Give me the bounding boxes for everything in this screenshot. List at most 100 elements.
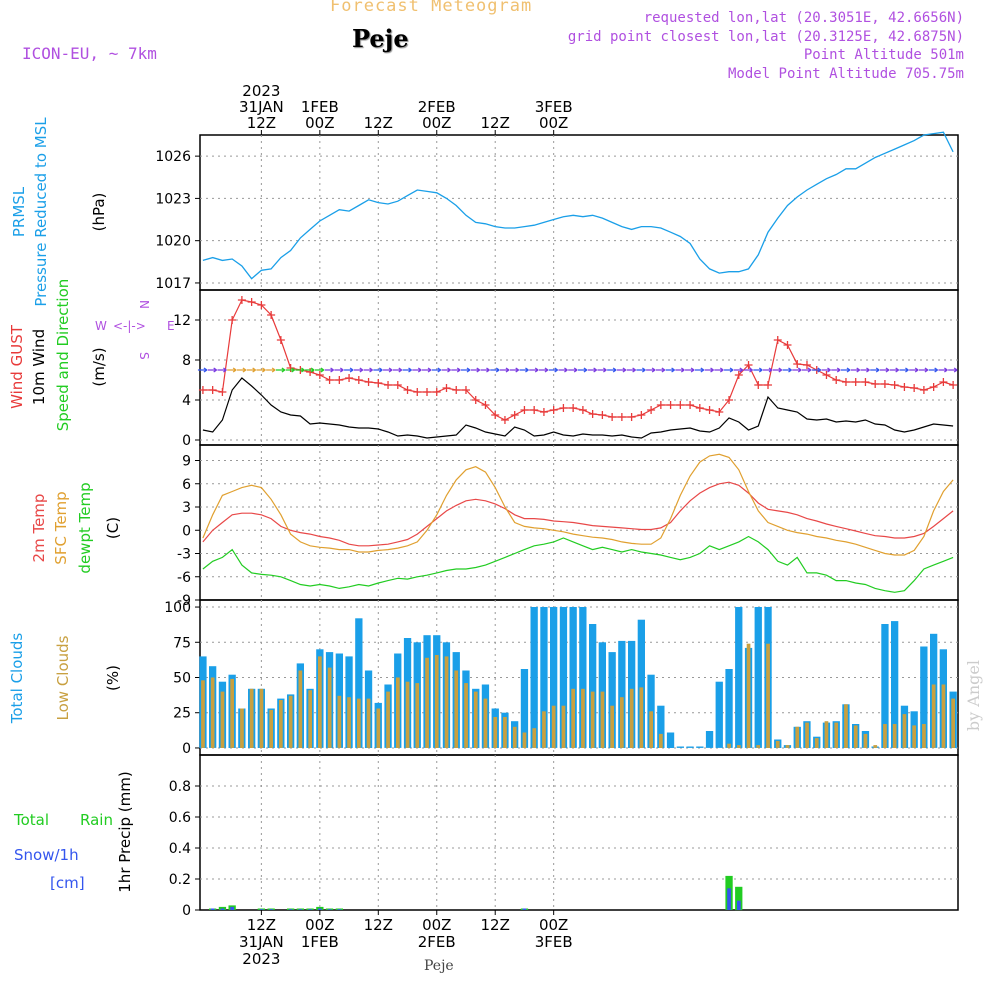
gust-marker — [481, 401, 490, 409]
low-cloud-bar — [649, 711, 653, 748]
gust-marker — [939, 378, 948, 386]
gust-marker — [423, 388, 432, 396]
gust-marker — [900, 383, 909, 391]
total-cloud-bar — [754, 607, 762, 748]
wind-direction-arrow — [568, 367, 578, 373]
low-cloud-bar — [327, 667, 332, 748]
top-time-label: 12Z — [247, 114, 276, 132]
gust-marker — [598, 411, 607, 419]
low-cloud-bar — [318, 656, 322, 748]
bottom-time-label: 3FEB — [535, 933, 573, 951]
low-cloud-bar — [600, 691, 605, 748]
wind-direction-arrow — [236, 367, 247, 373]
gust-marker — [744, 361, 753, 369]
wind-title: 10m Wind — [30, 329, 48, 405]
low-clouds-title: Low Clouds — [54, 635, 72, 720]
gust-marker — [608, 413, 617, 421]
low-cloud-bar — [396, 677, 400, 748]
low-cloud-bar — [259, 688, 264, 748]
gust-marker — [822, 371, 831, 379]
wind-direction-arrow — [519, 367, 529, 373]
wind-direction-arrow — [441, 367, 451, 373]
wind-direction-arrow — [860, 367, 870, 373]
gust-marker — [510, 411, 519, 419]
low-cloud-bar — [503, 717, 507, 748]
low-cloud-bar — [444, 656, 449, 748]
gust-marker — [306, 368, 315, 376]
low-cloud-bar — [941, 684, 946, 748]
ytick-label: 0 — [182, 433, 191, 449]
wind-direction-arrow — [558, 367, 568, 373]
wind-direction-arrow — [870, 367, 880, 373]
rain-legend-1: Total — [13, 811, 49, 829]
snow-bar — [737, 900, 741, 910]
ytick-label: 50 — [173, 671, 191, 687]
panel-frame-1 — [199, 134, 959, 291]
total-cloud-bar — [530, 607, 538, 748]
ytick-label: 1023 — [155, 191, 191, 207]
wind-direction-arrow — [879, 367, 890, 373]
wind-direction-arrow — [850, 367, 861, 373]
gust-marker — [530, 406, 539, 414]
bottom-time-label: 2023 — [242, 950, 280, 968]
wind-direction-arrow — [792, 367, 802, 373]
dewpt-title: dewpt Temp — [76, 482, 94, 573]
low-cloud-bar — [727, 743, 731, 748]
low-cloud-bar — [366, 698, 371, 748]
total-cloud-bar — [696, 746, 704, 748]
total-cloud-bar — [637, 619, 645, 748]
model-altitude: Model Point Altitude 705.75m — [727, 66, 964, 82]
total-cloud-bar — [657, 705, 665, 748]
snow-bar — [220, 908, 225, 910]
low-cloud-bar — [337, 695, 342, 748]
wind-direction-arrow — [353, 367, 364, 373]
low-cloud-bar — [542, 711, 546, 748]
gust-marker — [471, 396, 480, 404]
total-cloud-bar — [735, 607, 743, 748]
wind-direction-arrow — [499, 367, 510, 373]
ytick-label: 6 — [182, 477, 191, 493]
wind-direction-arrow — [295, 367, 305, 373]
low-cloud-bar — [834, 722, 839, 748]
ytick-label: 1017 — [155, 276, 191, 292]
ytick-label: 0 — [182, 903, 191, 919]
gust-marker — [228, 316, 237, 324]
total-cloud-bar — [920, 646, 928, 748]
low-cloud-bar — [522, 732, 527, 748]
total-cloud-bar — [589, 624, 597, 748]
low-cloud-bar — [610, 705, 614, 748]
ytick-label: 0.8 — [169, 779, 191, 795]
wind-direction-arrow — [821, 367, 831, 373]
low-cloud-bar — [814, 738, 819, 748]
wind-direction-arrow — [763, 367, 773, 373]
total-cloud-bar — [608, 652, 616, 748]
total-clouds-title: Total Clouds — [8, 633, 26, 725]
wind-direction-arrow — [831, 367, 841, 373]
point-altitude: Point Altitude 501m — [803, 47, 964, 63]
low-cloud-bar — [766, 643, 770, 748]
low-cloud-bar — [737, 745, 741, 748]
gust-marker — [929, 383, 938, 391]
wind-direction-arrow — [772, 367, 783, 373]
wind-direction-arrow — [344, 367, 354, 373]
gust-marker — [627, 413, 636, 421]
wind-direction-arrow — [753, 367, 763, 373]
gust-marker — [841, 378, 850, 386]
low-cloud-bar — [581, 688, 585, 748]
low-cloud-bar — [201, 680, 205, 748]
wind-direction-arrow — [626, 367, 636, 373]
gust-marker — [910, 384, 919, 392]
low-cloud-bar — [493, 717, 498, 748]
ytick-label: 1026 — [155, 149, 191, 165]
wind-direction-arrow — [587, 367, 598, 373]
bottom-time-label: 12Z — [247, 916, 276, 934]
total-cloud-bar — [569, 607, 577, 748]
low-cloud-bar — [931, 684, 936, 748]
low-cloud-bar — [863, 733, 868, 748]
wind-direction-arrow — [743, 367, 753, 373]
wind-direction-arrow — [412, 367, 422, 373]
panel-frame-5 — [199, 754, 959, 911]
top-time-label: 00Z — [305, 114, 334, 132]
total-cloud-bar — [676, 746, 684, 748]
snow-bar — [327, 909, 332, 910]
